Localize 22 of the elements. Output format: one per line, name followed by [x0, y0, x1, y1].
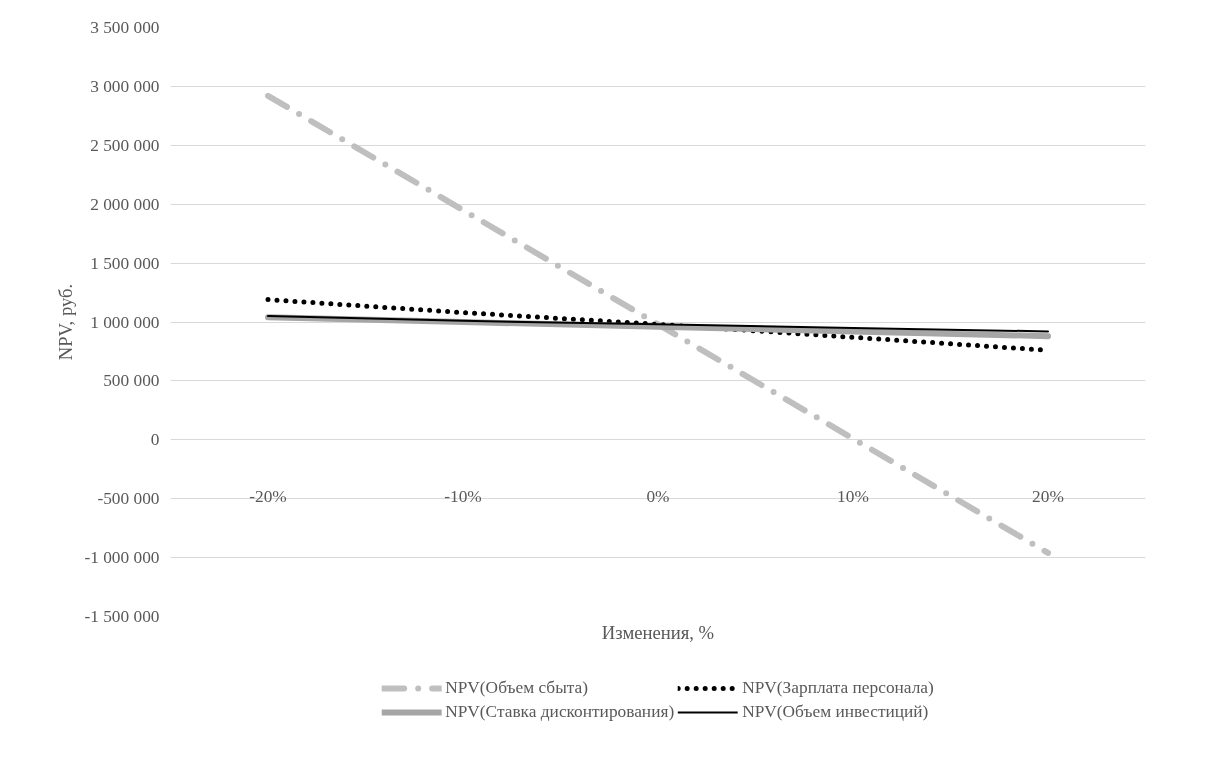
- y-tick-label: 1 500 000: [90, 253, 160, 273]
- y-tick-label: 2 000 000: [90, 194, 160, 214]
- y-tick-label: 500 000: [103, 371, 160, 391]
- y-tick-label: -1 000 000: [84, 548, 160, 568]
- y-tick-label: 3 000 000: [90, 76, 160, 96]
- y-tick-label: -1 500 000: [84, 607, 160, 626]
- legend-label: NPV(Объем сбыта): [445, 678, 589, 698]
- x-tick-label: 20%: [1032, 487, 1064, 507]
- legend-label: NPV(Объем инвестиций): [742, 702, 929, 722]
- x-tick-label: -20%: [249, 487, 287, 507]
- legend-label: NPV(Зарплата персонала): [742, 678, 934, 698]
- y-tick-label: 2 500 000: [90, 135, 160, 155]
- x-tick-label: 10%: [837, 487, 869, 507]
- y-tick-label: 0: [150, 430, 160, 450]
- x-axis-title: Изменения, %: [601, 621, 715, 643]
- y-axis-title: NPV, руб.: [55, 283, 77, 361]
- legend-label: NPV(Ставка дисконтирования): [445, 702, 675, 722]
- y-tick-label: 1 000 000: [90, 312, 160, 332]
- x-tick-label: 0%: [646, 487, 670, 507]
- y-tick-label: 3 500 000: [90, 18, 160, 37]
- y-tick-label: -500 000: [97, 489, 160, 509]
- x-tick-label: -10%: [444, 487, 482, 507]
